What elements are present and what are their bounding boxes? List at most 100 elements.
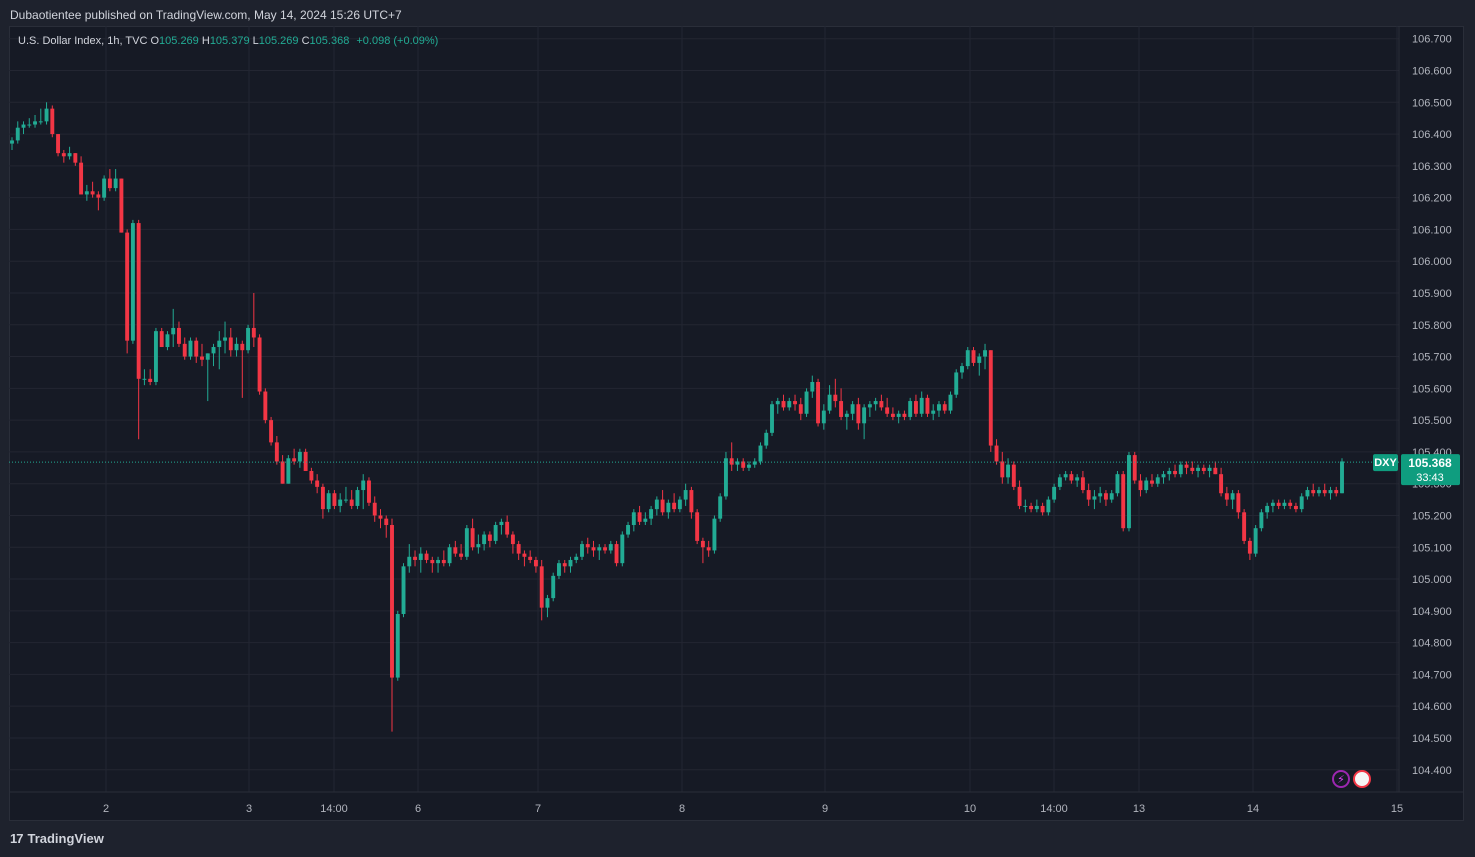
candle <box>574 553 579 564</box>
candle-body <box>274 442 279 462</box>
candle-body <box>890 413 895 417</box>
candle <box>315 474 320 494</box>
candle-body <box>585 544 590 548</box>
candle-body <box>1029 505 1034 510</box>
candle-body <box>159 331 164 348</box>
candle <box>510 531 515 554</box>
candle-body <box>683 490 688 500</box>
candle <box>33 114 37 128</box>
candle <box>338 493 343 513</box>
candles <box>10 102 1344 732</box>
candle <box>1173 464 1177 478</box>
candle-body <box>839 401 844 417</box>
candle-body <box>747 464 751 468</box>
candle <box>1109 490 1114 503</box>
candle <box>1196 464 1201 478</box>
candle-body <box>712 518 717 551</box>
candle-body <box>706 547 711 551</box>
candle-body <box>533 559 538 567</box>
candle-body <box>470 528 475 548</box>
candle-body <box>1040 505 1045 513</box>
candle <box>942 401 947 414</box>
candle-body <box>1138 480 1143 491</box>
candle <box>384 515 389 538</box>
candle <box>73 153 78 166</box>
time-axis: 2 3 14:00 6 7 8 9 10 14:00 13 14 15 <box>9 791 1464 815</box>
candle-body <box>1017 486 1022 506</box>
candle-body <box>1127 455 1131 529</box>
candle <box>464 525 469 560</box>
candle-body <box>447 547 452 564</box>
tradingview-logo-icon[interactable]: 17 <box>10 831 24 846</box>
candle-body <box>102 178 107 198</box>
candle <box>919 391 924 417</box>
candle <box>332 490 337 510</box>
candle-body <box>637 512 642 522</box>
candle-body <box>436 559 441 564</box>
y-tick-label: 104.900 <box>1412 606 1452 618</box>
candle-body <box>96 194 101 198</box>
candle-body <box>885 407 890 414</box>
y-tick-label: 106.500 <box>1412 97 1452 109</box>
candle <box>839 388 844 421</box>
candle <box>401 563 406 618</box>
candle-body <box>781 401 786 408</box>
candle-body <box>925 397 930 414</box>
candle-body <box>1057 477 1062 487</box>
candle <box>614 540 619 567</box>
candle <box>1017 480 1022 510</box>
candle <box>545 594 550 618</box>
candle-body <box>349 499 354 506</box>
candle-body <box>33 121 37 125</box>
us-flag-icon[interactable] <box>1353 770 1371 788</box>
candle <box>908 397 913 421</box>
candle <box>56 134 61 157</box>
candle <box>810 375 815 398</box>
candle-body <box>1224 493 1229 500</box>
candle-body <box>1069 474 1074 481</box>
candle-body <box>401 566 406 615</box>
candle-body <box>343 499 348 501</box>
candle <box>21 121 26 135</box>
candle-body <box>125 232 130 341</box>
candle-body <box>79 162 84 195</box>
candle-body <box>1293 505 1298 510</box>
chart-frame[interactable] <box>9 26 1464 821</box>
candle-body <box>1276 502 1281 506</box>
candle-body <box>758 445 763 462</box>
price-chart[interactable]: 106.700 106.600 106.500 106.400 106.300 106.2… <box>9 26 1464 821</box>
candle <box>862 404 867 440</box>
candle-body <box>390 525 394 678</box>
candle <box>27 118 32 128</box>
footer-brand[interactable]: TradingView <box>27 831 104 846</box>
candle <box>948 391 953 414</box>
candle <box>355 486 360 510</box>
candle-body <box>90 191 95 195</box>
candle <box>234 337 239 357</box>
candle <box>925 394 930 417</box>
candle <box>954 369 959 398</box>
candle-body <box>770 404 774 433</box>
candle-body <box>937 404 941 411</box>
candle <box>672 493 677 513</box>
candle-body <box>1052 486 1057 500</box>
lightning-icon[interactable]: ⚡ <box>1332 770 1350 788</box>
candle <box>1167 467 1172 481</box>
candle <box>551 572 556 602</box>
candle-body <box>424 553 429 560</box>
candle-body <box>1150 480 1154 484</box>
candle <box>1207 464 1212 478</box>
candle <box>654 496 659 516</box>
publisher-line: Dubaotientee published on TradingView.co… <box>10 8 402 22</box>
price-tag-value: 105.368 <box>1408 456 1452 470</box>
candle-body <box>148 378 153 382</box>
candle-body <box>223 337 227 341</box>
candle-body <box>631 512 636 526</box>
candle <box>1282 499 1287 510</box>
x-tick-label: 14:00 <box>320 803 348 815</box>
candle <box>580 540 584 560</box>
candle <box>1046 496 1051 516</box>
candle-body <box>960 366 964 373</box>
candle-body <box>15 127 20 141</box>
candle <box>1270 499 1275 513</box>
